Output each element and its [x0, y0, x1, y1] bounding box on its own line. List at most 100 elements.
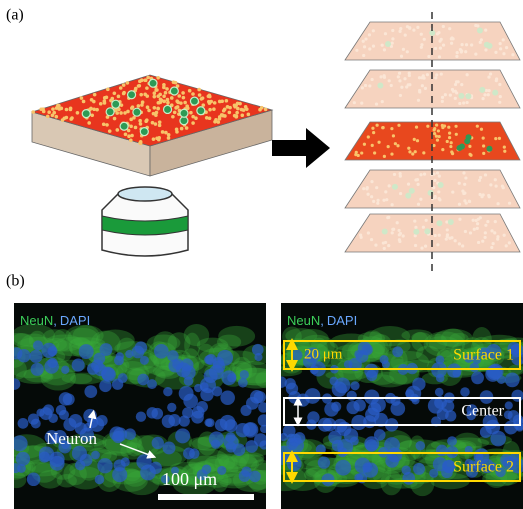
- cell: [113, 91, 117, 95]
- cell: [152, 137, 156, 141]
- cell: [437, 190, 440, 193]
- cell: [435, 135, 438, 138]
- cell: [449, 145, 452, 148]
- cell: [426, 73, 429, 76]
- cell: [188, 89, 192, 93]
- cell: [420, 43, 423, 46]
- cell: [474, 24, 477, 27]
- cell: [55, 106, 59, 110]
- cell: [138, 84, 142, 88]
- nucleus: [152, 437, 164, 449]
- cell: [167, 136, 171, 140]
- nucleus: [283, 424, 296, 437]
- cell: [482, 144, 485, 147]
- cell: [448, 132, 451, 135]
- cell: [437, 129, 440, 132]
- cell: [357, 154, 360, 157]
- cell: [503, 234, 506, 237]
- cell: [472, 219, 475, 222]
- cell: [391, 203, 394, 206]
- cell: [499, 47, 502, 50]
- cell: [93, 93, 97, 97]
- nucleus: [61, 366, 69, 374]
- cell: [387, 244, 390, 247]
- cell: [172, 80, 176, 84]
- cell: [365, 187, 368, 190]
- cell: [191, 92, 195, 96]
- cell: [465, 43, 468, 46]
- cell: [228, 106, 232, 110]
- cell: [374, 244, 377, 247]
- cell: [436, 32, 439, 35]
- cell: [371, 127, 374, 130]
- neuron: [436, 220, 442, 226]
- cell: [52, 111, 56, 115]
- cell: [436, 243, 439, 246]
- cell: [372, 45, 375, 48]
- cell: [189, 111, 193, 115]
- cell: [484, 231, 487, 234]
- cell: [502, 52, 505, 55]
- cell: [205, 116, 209, 120]
- cell: [403, 77, 406, 80]
- cell: [138, 119, 142, 123]
- cell: [468, 145, 471, 148]
- nucleus: [322, 473, 335, 486]
- nucleus: [179, 416, 190, 427]
- nucleus: [179, 386, 194, 401]
- cell: [423, 173, 426, 176]
- cell: [492, 242, 495, 245]
- nucleus: [224, 419, 237, 432]
- stain: NeuN: [20, 313, 53, 328]
- cell: [444, 93, 447, 96]
- cell: [194, 116, 198, 120]
- cell: [450, 42, 453, 45]
- neuron: [438, 182, 444, 188]
- nucleus: [382, 360, 390, 368]
- cell: [139, 93, 143, 97]
- cell: [240, 113, 244, 117]
- cell: [414, 244, 417, 247]
- cell: [505, 244, 508, 247]
- nucleus: [149, 462, 161, 474]
- cell: [482, 137, 485, 140]
- nucleus: [136, 411, 146, 421]
- cell: [490, 229, 493, 232]
- cell: [406, 50, 409, 53]
- cell: [145, 86, 149, 90]
- neuron: [464, 138, 470, 144]
- cell: [173, 111, 177, 115]
- cell: [414, 226, 417, 229]
- nucleus: [118, 373, 128, 383]
- cell: [419, 198, 422, 201]
- cell: [153, 106, 157, 110]
- cell: [505, 46, 508, 49]
- nucleus: [162, 415, 175, 428]
- nucleus: [365, 408, 379, 422]
- cell: [213, 120, 217, 124]
- cell: [436, 139, 439, 142]
- cell: [478, 179, 481, 182]
- cell: [438, 234, 441, 237]
- cell: [458, 203, 461, 206]
- cell: [464, 230, 467, 233]
- neuron: [424, 228, 430, 234]
- cell: [381, 126, 384, 129]
- neuron: [385, 41, 391, 47]
- cell: [461, 244, 464, 247]
- nucleus: [12, 435, 28, 451]
- nucleus: [488, 364, 504, 380]
- cell: [377, 141, 380, 144]
- cell: [99, 102, 103, 106]
- cell: [402, 234, 405, 237]
- cell: [477, 241, 480, 244]
- cell: [152, 112, 156, 116]
- cell: [441, 100, 444, 103]
- cell: [388, 79, 391, 82]
- cell: [476, 227, 479, 230]
- cell: [375, 186, 378, 189]
- cell: [405, 85, 408, 88]
- nucleus: [11, 463, 21, 473]
- cell: [385, 198, 388, 201]
- cell: [402, 48, 405, 51]
